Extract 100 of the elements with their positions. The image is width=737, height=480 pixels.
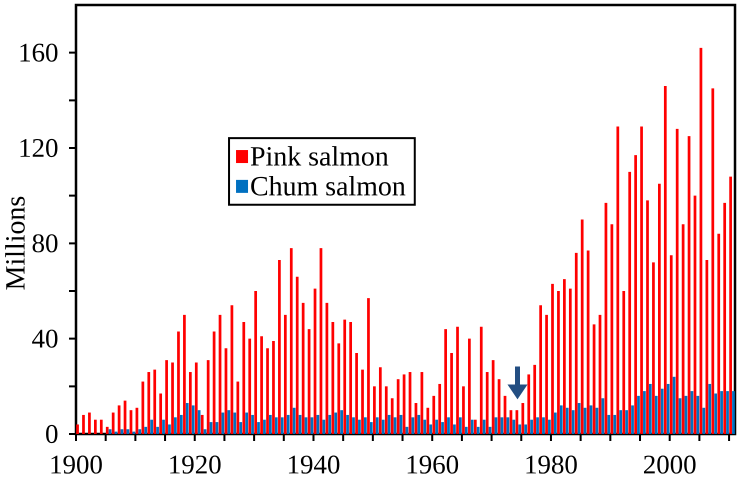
bar xyxy=(542,417,545,434)
bar xyxy=(634,155,637,434)
bar xyxy=(438,384,442,434)
bar xyxy=(658,184,661,434)
bar xyxy=(524,424,528,434)
bar xyxy=(688,136,690,434)
bar xyxy=(510,410,512,434)
bar xyxy=(714,393,718,434)
bar xyxy=(120,429,124,434)
bar xyxy=(298,414,302,434)
bar xyxy=(171,362,174,434)
bar xyxy=(192,405,195,434)
bar xyxy=(694,196,696,434)
bar xyxy=(607,414,610,434)
bar xyxy=(150,420,154,434)
bar xyxy=(584,408,586,434)
bar xyxy=(447,417,450,434)
bar xyxy=(412,417,414,434)
bar xyxy=(453,424,456,434)
bar xyxy=(302,302,305,434)
bar xyxy=(159,393,162,434)
bar xyxy=(310,417,314,434)
bar xyxy=(456,326,459,434)
bar xyxy=(269,414,272,434)
bar xyxy=(130,410,132,434)
bar xyxy=(414,403,418,434)
bar xyxy=(631,405,634,434)
bar xyxy=(290,248,293,434)
y-tick-label: 160 xyxy=(20,44,58,62)
bar xyxy=(204,429,206,434)
bar xyxy=(417,414,420,434)
bar xyxy=(637,396,640,434)
bar xyxy=(604,202,608,434)
bar xyxy=(242,322,246,434)
bar xyxy=(198,410,200,434)
bar xyxy=(222,412,224,434)
bar xyxy=(218,314,222,434)
bar xyxy=(500,417,504,434)
bar xyxy=(340,410,343,434)
bar xyxy=(153,370,156,434)
bar xyxy=(141,382,144,434)
y-tick-label: 0 xyxy=(46,424,58,444)
bar xyxy=(548,420,551,434)
bar xyxy=(640,126,643,434)
bar xyxy=(700,48,702,434)
bar xyxy=(512,420,516,434)
legend-label: Pink salmon xyxy=(250,146,388,166)
bar xyxy=(557,291,560,434)
x-tick-label: 1900 xyxy=(51,456,102,474)
bar xyxy=(580,220,584,434)
bar xyxy=(322,420,326,434)
bar xyxy=(690,391,694,434)
bar xyxy=(382,420,385,434)
bar xyxy=(578,403,580,434)
bar xyxy=(554,412,557,434)
bar xyxy=(254,291,258,434)
bar xyxy=(320,248,322,434)
bar xyxy=(308,329,310,434)
bar xyxy=(720,391,723,434)
x-tick-label: 1920 xyxy=(170,456,221,474)
bar xyxy=(194,362,198,434)
bar xyxy=(337,343,340,434)
bar xyxy=(539,305,542,434)
bar xyxy=(206,360,210,434)
y-tick-label: 120 xyxy=(20,138,58,158)
bar xyxy=(326,302,328,434)
bar xyxy=(682,224,684,434)
bar xyxy=(136,408,138,434)
bar xyxy=(388,414,390,434)
bar xyxy=(118,405,120,434)
bar xyxy=(590,405,592,434)
bar xyxy=(331,322,334,434)
bar xyxy=(672,376,676,434)
bar xyxy=(94,420,97,434)
bar xyxy=(138,429,142,434)
bar xyxy=(343,320,346,434)
bar xyxy=(654,396,658,434)
bar xyxy=(706,260,708,434)
bar xyxy=(266,348,269,434)
bar xyxy=(482,420,486,434)
bar xyxy=(349,322,352,434)
x-tick-label: 1960 xyxy=(408,456,458,474)
bar xyxy=(278,260,281,434)
bar xyxy=(394,417,396,434)
bar xyxy=(444,329,448,434)
bar xyxy=(316,414,320,434)
bar xyxy=(480,326,483,434)
bar xyxy=(610,224,614,434)
bar xyxy=(494,417,498,434)
bar xyxy=(670,255,673,434)
bar xyxy=(292,408,296,434)
bar xyxy=(355,352,358,434)
bar xyxy=(664,86,667,434)
y-axis-title: Millions xyxy=(5,196,25,290)
bar xyxy=(186,403,189,434)
bar xyxy=(536,417,539,434)
bar xyxy=(147,372,150,434)
bar xyxy=(622,291,626,434)
bar xyxy=(257,422,260,434)
bar xyxy=(420,372,424,434)
